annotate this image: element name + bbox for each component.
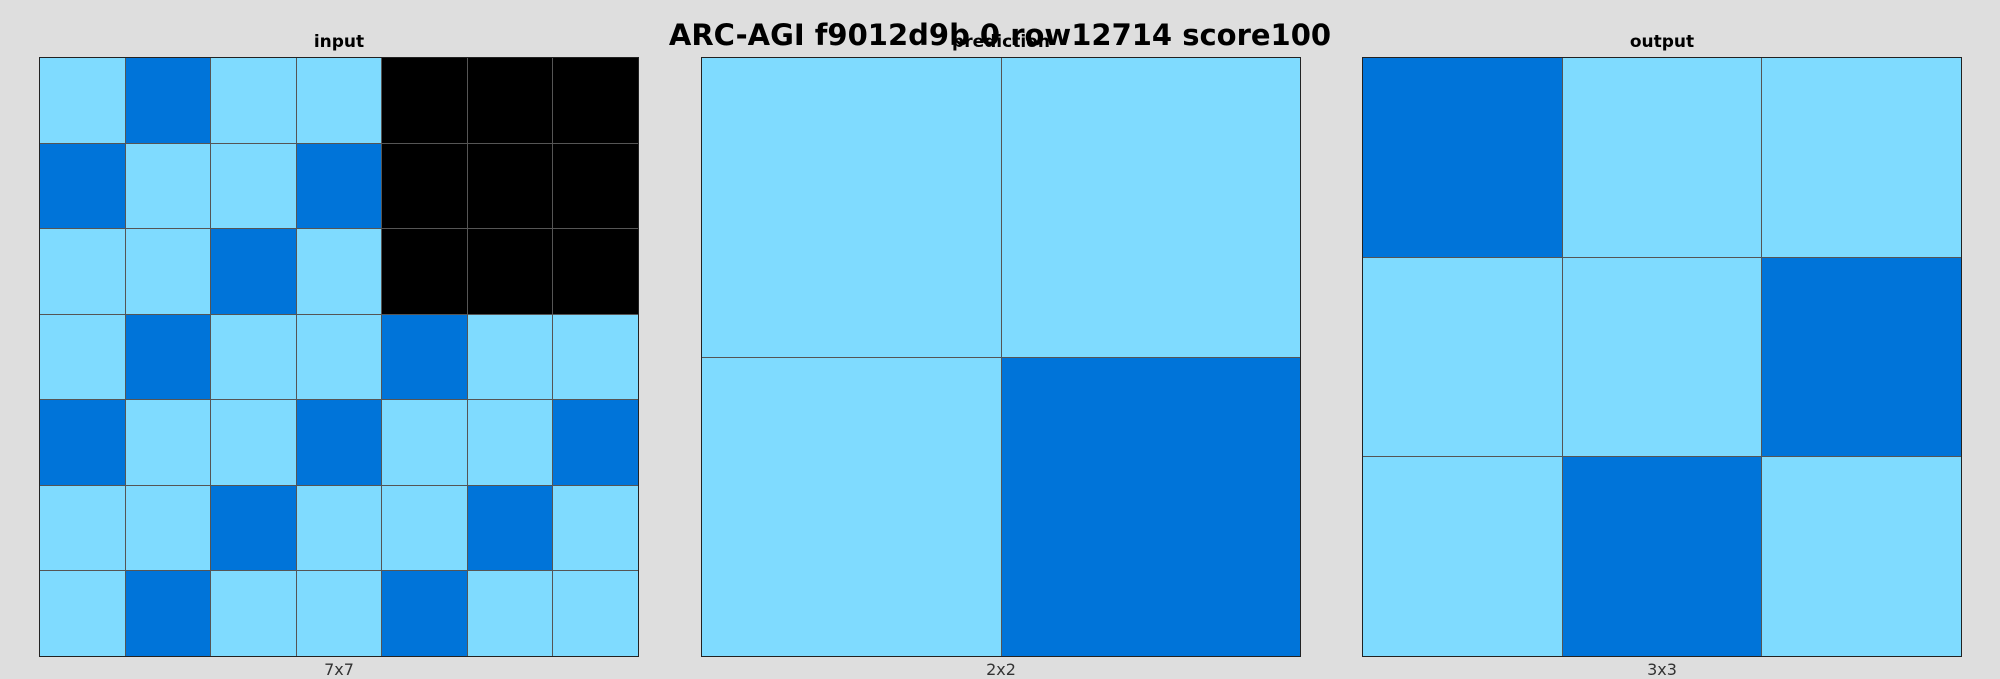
input-cell-r0-c3 <box>296 58 382 143</box>
input-cell-r2-c4 <box>382 229 467 314</box>
input-cell-r2-c2 <box>211 229 296 314</box>
prediction-cell-r0-c1 <box>1001 58 1300 357</box>
input-cell-r1-c0 <box>40 143 125 229</box>
input-cell-r5-c1 <box>125 485 211 571</box>
input-cell-r0-c1 <box>125 58 211 143</box>
input-cell-r5-c0 <box>40 485 125 571</box>
input-cell-r2-c1 <box>125 229 211 314</box>
output-panel: output 3x3 <box>1362 0 1962 679</box>
input-cell-r5-c6 <box>553 485 638 571</box>
input-cell-r6-c0 <box>40 571 125 656</box>
input-cell-r4-c2 <box>211 400 296 485</box>
output-cell-r1-c0 <box>1363 257 1562 457</box>
input-cell-r4-c5 <box>467 400 553 485</box>
input-cell-r6-c1 <box>125 571 211 656</box>
output-cell-r0-c2 <box>1762 58 1961 257</box>
output-cell-r2-c1 <box>1562 457 1762 656</box>
input-cell-r5-c2 <box>211 485 296 571</box>
input-cell-r5-c4 <box>382 485 467 571</box>
input-cell-r1-c3 <box>296 143 382 229</box>
input-grid <box>39 57 639 657</box>
input-cell-r1-c2 <box>211 143 296 229</box>
output-grid-size: 3x3 <box>1647 660 1677 679</box>
output-cell-r0-c1 <box>1562 58 1762 257</box>
input-cell-r2-c6 <box>553 229 638 314</box>
input-cell-r3-c4 <box>382 314 467 400</box>
input-cell-r3-c0 <box>40 314 125 400</box>
input-cell-r2-c5 <box>467 229 553 314</box>
prediction-cell-r1-c1 <box>1001 357 1300 656</box>
output-cell-r2-c0 <box>1363 457 1562 656</box>
input-cell-r3-c3 <box>296 314 382 400</box>
output-cell-r1-c1 <box>1562 257 1762 457</box>
input-cell-r6-c5 <box>467 571 553 656</box>
main-title: ARC-AGI f9012d9b 0 row12714 score100 <box>668 18 1332 52</box>
input-cell-r1-c5 <box>467 143 553 229</box>
input-cell-r6-c2 <box>211 571 296 656</box>
input-cell-r0-c2 <box>211 58 296 143</box>
input-cell-r6-c4 <box>382 571 467 656</box>
input-cell-r3-c2 <box>211 314 296 400</box>
input-cell-r2-c3 <box>296 229 382 314</box>
input-cell-r1-c6 <box>553 143 638 229</box>
input-cell-r4-c1 <box>125 400 211 485</box>
input-cell-r0-c0 <box>40 58 125 143</box>
input-cell-r4-c6 <box>553 400 638 485</box>
prediction-cell-r1-c0 <box>702 357 1001 656</box>
input-cell-r1-c1 <box>125 143 211 229</box>
prediction-panel-title: prediction <box>952 32 1050 52</box>
input-cell-r4-c4 <box>382 400 467 485</box>
input-panel-title: input <box>313 32 365 52</box>
input-cell-r4-c3 <box>296 400 382 485</box>
prediction-grid-size: 2x2 <box>986 660 1016 679</box>
input-cell-r3-c1 <box>125 314 211 400</box>
output-cell-r0-c0 <box>1363 58 1562 257</box>
input-cell-r1-c4 <box>382 143 467 229</box>
prediction-grid <box>701 57 1301 657</box>
input-cell-r5-c5 <box>467 485 553 571</box>
input-cell-r0-c4 <box>382 58 467 143</box>
input-cell-r6-c3 <box>296 571 382 656</box>
input-cell-r5-c3 <box>296 485 382 571</box>
input-grid-size: 7x7 <box>324 660 354 679</box>
prediction-panel: prediction 2x2 <box>701 0 1301 679</box>
input-cell-r3-c5 <box>467 314 553 400</box>
input-cell-r4-c0 <box>40 400 125 485</box>
output-grid <box>1362 57 1962 657</box>
prediction-cell-r0-c0 <box>702 58 1001 357</box>
output-panel-title: output <box>1629 32 1695 52</box>
input-panel: input 7x7 <box>39 0 639 679</box>
input-cell-r6-c6 <box>553 571 638 656</box>
input-cell-r2-c0 <box>40 229 125 314</box>
input-cell-r0-c5 <box>467 58 553 143</box>
input-cell-r0-c6 <box>553 58 638 143</box>
output-cell-r2-c2 <box>1762 457 1961 656</box>
output-cell-r1-c2 <box>1762 257 1961 457</box>
input-cell-r3-c6 <box>553 314 638 400</box>
